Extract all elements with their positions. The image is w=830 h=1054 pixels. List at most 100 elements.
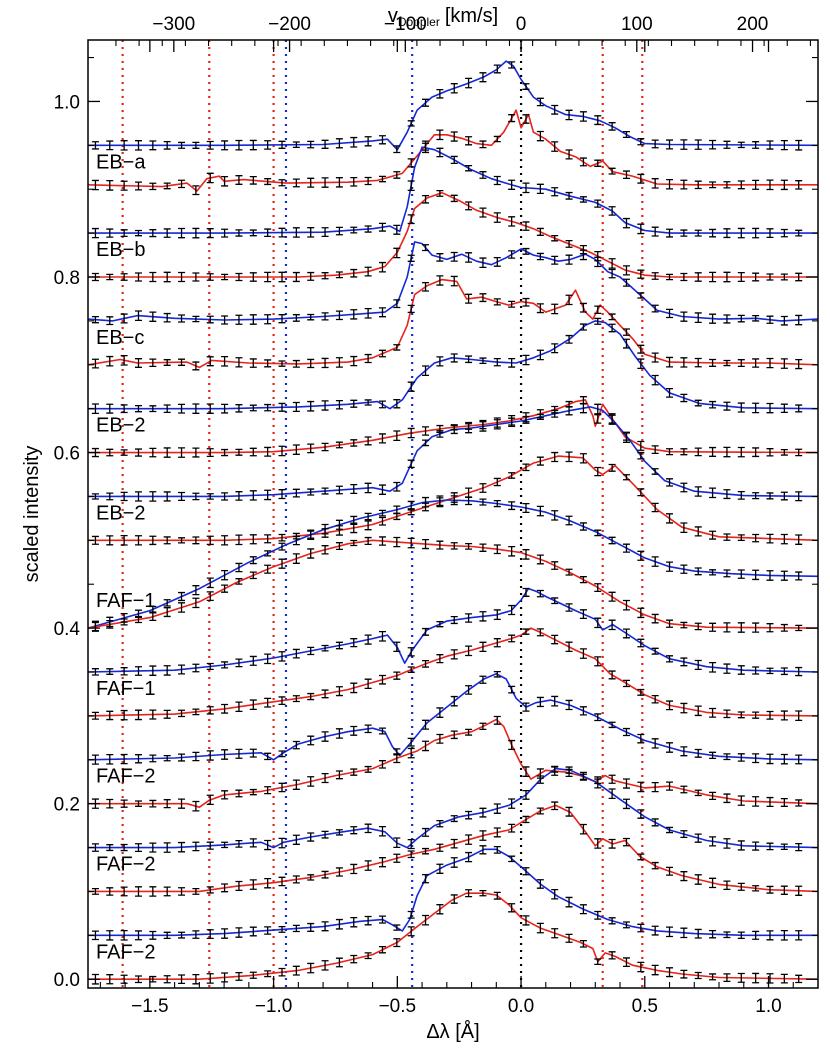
errorbar	[364, 307, 372, 319]
errorbar	[565, 254, 573, 265]
series-line-5	[87, 278, 819, 369]
errorbar	[335, 867, 343, 877]
errorbar	[737, 180, 745, 190]
errorbar	[106, 710, 114, 721]
errorbar	[723, 622, 731, 633]
errorbar	[479, 675, 487, 684]
panel-label-4: EB−2	[96, 502, 145, 524]
errorbar	[393, 536, 401, 548]
errorbar	[206, 662, 214, 671]
errorbar	[149, 709, 157, 720]
errorbar	[335, 728, 343, 739]
errorbar	[321, 400, 329, 411]
panel-label-2: EB−c	[96, 327, 144, 349]
errorbar	[393, 938, 401, 948]
errorbar	[106, 403, 114, 414]
errorbar	[335, 918, 343, 930]
errorbar	[651, 352, 659, 363]
errorbar	[307, 443, 315, 454]
errorbar	[680, 564, 688, 574]
errorbar	[594, 199, 602, 208]
errorbar	[594, 958, 602, 965]
errorbar	[378, 760, 386, 769]
errorbar	[192, 492, 200, 501]
errorbar	[292, 875, 300, 884]
errorbar	[608, 774, 616, 784]
errorbar	[321, 357, 329, 369]
errorbar	[106, 273, 114, 281]
errorbar	[795, 358, 803, 370]
errorbar	[364, 634, 372, 645]
errorbar	[579, 323, 587, 331]
top-tick-label: 200	[737, 14, 769, 35]
errorbar	[307, 177, 315, 188]
errorbar	[752, 666, 760, 675]
errorbar	[163, 491, 171, 502]
errorbar	[780, 533, 788, 545]
errorbar	[292, 648, 300, 659]
errorbar	[450, 615, 458, 625]
errorbar	[594, 403, 602, 415]
errorbar	[522, 766, 530, 777]
errorbar	[364, 765, 372, 773]
errorbar	[393, 753, 401, 764]
errorbar	[407, 747, 415, 759]
errorbar	[522, 221, 530, 231]
errorbar	[335, 138, 343, 149]
errorbar	[737, 446, 745, 458]
errorbar	[493, 803, 501, 814]
errorbar	[206, 706, 214, 715]
errorbar	[206, 448, 214, 458]
errorbar	[450, 155, 458, 165]
errorbar	[422, 627, 430, 636]
errorbar	[321, 227, 329, 238]
errorbar	[178, 314, 186, 323]
errorbar	[723, 931, 731, 939]
errorbar	[106, 180, 114, 191]
errorbar	[264, 697, 272, 708]
errorbar	[393, 837, 401, 849]
errorbar	[436, 733, 444, 744]
errorbar	[292, 488, 300, 498]
errorbar	[149, 271, 157, 283]
errorbar	[378, 536, 386, 546]
errorbar	[378, 509, 386, 517]
errorbar	[680, 522, 688, 534]
errorbar	[666, 228, 674, 238]
errorbar	[680, 272, 688, 282]
errorbar	[278, 967, 286, 977]
errorbar	[622, 265, 630, 276]
errorbar	[91, 358, 99, 369]
errorbar	[565, 933, 573, 943]
errorbar	[465, 613, 473, 623]
errorbar	[149, 405, 157, 413]
errorbar	[264, 564, 272, 574]
errorbar	[106, 619, 114, 629]
errorbar	[666, 700, 674, 711]
errorbar	[737, 665, 745, 675]
errorbar	[522, 915, 530, 926]
errorbar	[795, 404, 803, 413]
errorbar	[278, 445, 286, 457]
errorbar	[206, 750, 214, 761]
errorbar	[622, 957, 630, 968]
errorbar	[163, 140, 171, 150]
errorbar	[752, 227, 760, 239]
errorbar	[479, 611, 487, 622]
errorbar	[666, 356, 674, 368]
errorbar	[666, 926, 674, 938]
errorbar	[192, 800, 200, 812]
errorbar	[651, 502, 659, 513]
errorbar	[106, 355, 114, 367]
errorbar	[335, 226, 343, 236]
errorbar	[723, 533, 731, 541]
errorbar	[249, 229, 257, 237]
errorbar	[594, 256, 602, 268]
errorbar	[795, 930, 803, 941]
errorbar	[235, 491, 243, 501]
errorbar	[579, 522, 587, 531]
errorbar	[536, 922, 544, 934]
errorbar	[407, 459, 415, 469]
series-line-2	[88, 146, 818, 234]
errorbar	[465, 136, 473, 146]
